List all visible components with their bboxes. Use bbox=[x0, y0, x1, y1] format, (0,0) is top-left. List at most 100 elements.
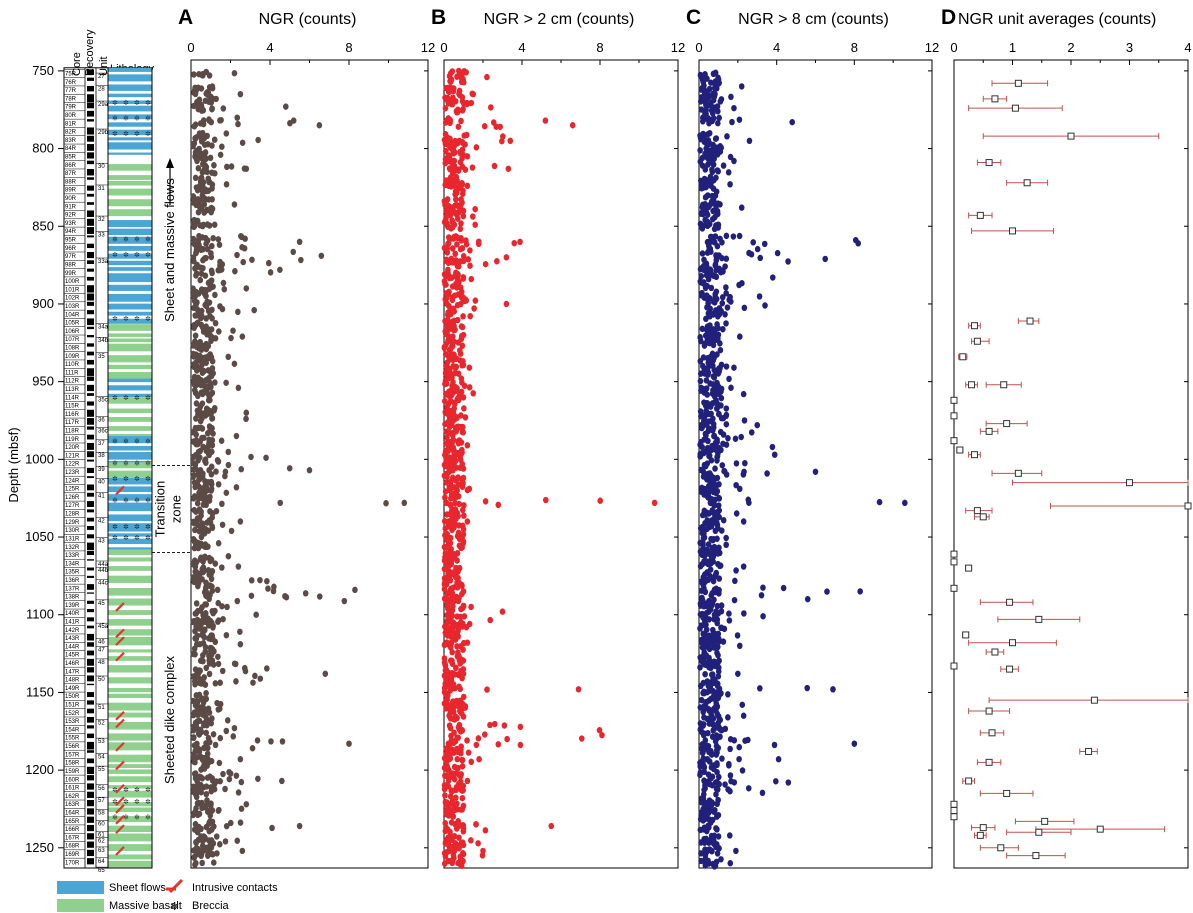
unit-label: 60 bbox=[98, 821, 105, 827]
recovery-bar bbox=[87, 243, 94, 249]
data-point bbox=[225, 553, 232, 560]
data-point bbox=[443, 595, 450, 602]
data-point bbox=[279, 777, 285, 785]
data-point bbox=[204, 755, 211, 762]
breccia-symbol: ✲ bbox=[112, 315, 118, 323]
breccia-symbol: ✲ bbox=[134, 814, 140, 822]
panel-title: NGR > 8 cm (counts) bbox=[738, 11, 889, 28]
data-point bbox=[210, 840, 217, 847]
core-label: 164R bbox=[65, 810, 80, 816]
breccia-symbol: ✲ bbox=[145, 534, 151, 542]
data-point bbox=[475, 735, 482, 742]
data-point bbox=[704, 150, 711, 157]
data-point bbox=[713, 825, 719, 832]
data-point bbox=[454, 302, 461, 309]
data-point bbox=[190, 723, 197, 730]
panel-frame bbox=[443, 59, 679, 869]
data-point bbox=[738, 204, 745, 211]
sheet-flow-band bbox=[108, 228, 152, 236]
unit-average-marker bbox=[1035, 828, 1043, 836]
data-point bbox=[206, 497, 213, 504]
depth-tick-label: 1150 bbox=[26, 684, 54, 699]
data-point bbox=[442, 147, 449, 155]
data-point bbox=[235, 789, 242, 796]
data-point bbox=[698, 94, 705, 101]
breccia-symbol: ✲ bbox=[145, 99, 151, 107]
data-point bbox=[472, 297, 479, 304]
massive-basalt-band bbox=[108, 549, 152, 555]
data-point bbox=[734, 632, 741, 639]
data-point bbox=[442, 131, 449, 138]
unit-average-marker bbox=[1006, 598, 1014, 606]
data-point bbox=[455, 123, 462, 130]
core-label: 102R bbox=[65, 296, 80, 302]
data-point bbox=[445, 809, 452, 816]
recovery-bar bbox=[87, 102, 94, 109]
data-point bbox=[220, 770, 226, 778]
unit-label: 37 bbox=[98, 441, 105, 447]
data-point bbox=[501, 722, 508, 729]
data-point bbox=[197, 667, 203, 674]
unit-label: 34b bbox=[98, 338, 109, 344]
data-point bbox=[190, 618, 196, 626]
data-point bbox=[453, 355, 460, 362]
data-point bbox=[754, 421, 761, 429]
recovery-bar bbox=[87, 144, 94, 151]
core-label: 86R bbox=[65, 163, 77, 169]
data-point bbox=[255, 136, 261, 144]
data-point bbox=[719, 300, 726, 307]
breccia-symbol: ✲ bbox=[145, 523, 151, 531]
core-label: 84R bbox=[65, 146, 77, 152]
data-point bbox=[215, 807, 222, 814]
data-point bbox=[714, 210, 721, 218]
sheet-flow-band bbox=[108, 236, 152, 244]
data-point bbox=[463, 131, 470, 139]
core-label: 81R bbox=[65, 121, 77, 127]
zone-labels: Sheet and massive flowsTransitionzoneShe… bbox=[152, 158, 190, 784]
data-point bbox=[761, 240, 768, 248]
massive-basalt-band bbox=[108, 199, 152, 207]
data-point bbox=[699, 644, 706, 651]
massive-basalt-band bbox=[108, 188, 152, 196]
x-tick-label: 0 bbox=[695, 40, 702, 55]
data-point bbox=[702, 369, 708, 377]
data-point bbox=[218, 266, 225, 273]
data-point bbox=[197, 276, 204, 284]
core-label: 104R bbox=[65, 312, 80, 318]
data-point bbox=[774, 249, 781, 257]
core-label: 148R bbox=[65, 678, 80, 684]
data-point bbox=[710, 298, 717, 305]
massive-basalt-band bbox=[108, 860, 152, 868]
recovery-column-header: Recovery bbox=[84, 29, 96, 76]
data-point bbox=[212, 319, 219, 327]
data-point bbox=[706, 451, 712, 459]
data-point bbox=[697, 337, 704, 345]
core-label: 140R bbox=[65, 611, 80, 617]
data-point bbox=[720, 162, 727, 169]
data-point bbox=[346, 740, 352, 747]
data-point bbox=[191, 537, 198, 545]
breccia-symbol: ✲ bbox=[112, 497, 118, 505]
data-point bbox=[215, 653, 221, 660]
data-point bbox=[702, 815, 708, 823]
data-point bbox=[725, 435, 731, 442]
data-point bbox=[459, 342, 466, 349]
recovery-bar bbox=[87, 683, 94, 686]
data-point bbox=[697, 563, 704, 570]
recovery-bar bbox=[87, 625, 94, 629]
data-point bbox=[717, 269, 724, 276]
data-point bbox=[723, 441, 730, 448]
data-point bbox=[195, 165, 202, 172]
unit-label: 53 bbox=[98, 739, 105, 745]
data-point bbox=[220, 615, 226, 623]
data-point bbox=[217, 778, 223, 785]
core-label: 131R bbox=[65, 536, 80, 542]
sheet-flow-band bbox=[108, 74, 152, 82]
data-point bbox=[455, 574, 461, 582]
data-point bbox=[459, 146, 466, 153]
data-point bbox=[710, 420, 717, 428]
data-point bbox=[454, 734, 460, 741]
data-point bbox=[455, 627, 461, 635]
recovery-bar bbox=[87, 667, 94, 673]
data-point bbox=[268, 738, 274, 745]
